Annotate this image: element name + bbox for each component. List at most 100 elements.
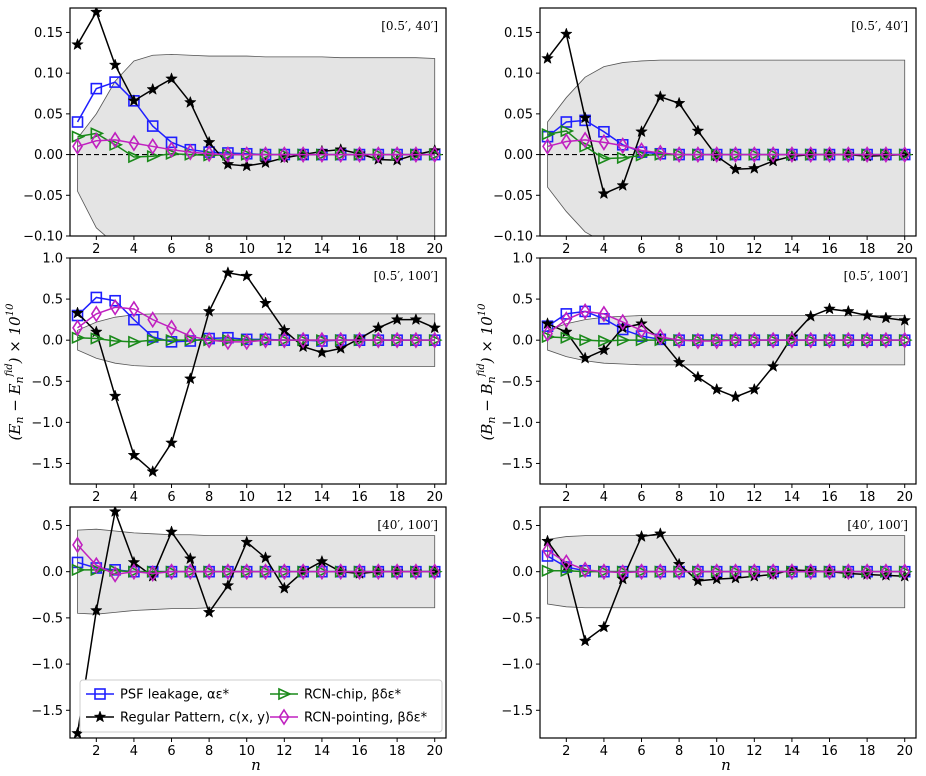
point-psf-n1 [71, 116, 84, 128]
point-rp-n3 [108, 58, 122, 71]
point-rp-n11 [729, 162, 742, 175]
x-tick-label: 20 [426, 490, 443, 505]
y-axis-label-right: (Bn − Bnfid) × 1010 [476, 303, 498, 441]
point-point-n8 [203, 145, 215, 163]
point-rp-n9 [691, 574, 705, 587]
point-rp-n17 [841, 304, 855, 317]
point-rp-n10 [240, 269, 254, 282]
legend-item-rp: Regular Pattern, c(x, y) [86, 710, 270, 726]
series-line-point [77, 139, 435, 156]
y-tick-label: 0.0 [512, 334, 533, 349]
point-point-n3 [579, 302, 591, 320]
point-psf-n5 [146, 120, 159, 132]
point-point-n6 [166, 563, 177, 581]
point-point-n10 [711, 146, 723, 164]
y-tick-label: −1.0 [31, 658, 63, 673]
point-point-n17 [372, 146, 384, 164]
point-chip-n4 [128, 150, 142, 164]
point-point-n11 [730, 563, 741, 581]
point-point-n5 [617, 313, 629, 331]
y-tick-label: −0.5 [501, 375, 533, 390]
point-rp-n19 [879, 311, 893, 324]
point-chip-n10 [710, 333, 725, 347]
point-point-n8 [203, 331, 215, 349]
point-point-n1 [72, 536, 83, 554]
x-tick-label: 6 [167, 744, 175, 759]
point-point-n20 [899, 563, 911, 581]
x-tick-label: 12 [746, 744, 763, 759]
x-tick-label: 16 [351, 490, 368, 505]
point-rp-n20 [428, 321, 442, 334]
x-tick-label: 14 [314, 490, 331, 505]
point-point-n15 [805, 331, 817, 349]
y-tick-label: 0.5 [512, 519, 533, 534]
point-rp-n1 [71, 37, 84, 51]
panel-E-mid: 2 4 6 8 10 12 14 16 18 20 −1.5 −1.0 −0.5 0.0 0.5 1.0 [0.… [31, 252, 447, 505]
point-point-n10 [241, 146, 253, 164]
x-tick-label: 8 [675, 490, 683, 505]
point-chip-n5 [146, 333, 161, 347]
x-tick-label: 10 [238, 744, 255, 759]
y-tick-label: 0.05 [34, 107, 63, 122]
point-point-n5 [147, 565, 159, 583]
y-tick-label: 1.0 [512, 252, 533, 267]
point-rp-n6 [165, 525, 178, 538]
point-rp-n3 [108, 507, 122, 518]
point-point-n4 [128, 300, 140, 318]
point-point-n19 [880, 146, 892, 164]
x-tick-label: 6 [637, 744, 645, 759]
x-tick-label: 16 [821, 242, 838, 257]
point-rp-n8 [672, 355, 686, 368]
point-point-n12 [748, 331, 760, 349]
y-tick-label: 0.10 [34, 67, 63, 82]
point-chip-n4 [598, 152, 612, 165]
point-rp-n4 [127, 94, 141, 107]
point-rp-n20 [898, 313, 912, 326]
point-point-n19 [880, 563, 892, 581]
point-rp-n18 [860, 308, 874, 321]
point-point-n14 [316, 331, 328, 349]
y-axis-label-left: (En − Enfid) × 1010 [4, 303, 26, 441]
x-tick-label: 18 [389, 242, 406, 257]
point-rp-n11 [729, 390, 742, 403]
x-tick-label: 18 [859, 242, 876, 257]
point-rp-n20 [428, 143, 442, 156]
x-tick-label: 20 [896, 744, 913, 759]
point-point-n13 [767, 331, 779, 349]
legend-label-point: RCN-pointing, βδε* [304, 711, 428, 726]
x-axis-label-right: n [721, 756, 731, 774]
point-point-n1 [542, 541, 553, 559]
axes-frame [69, 257, 447, 485]
legend-label-psf: PSF leakage, αε* [120, 688, 230, 703]
x-tick-label: 12 [276, 490, 293, 505]
point-point-n6 [636, 563, 647, 581]
point-point-n15 [805, 146, 817, 164]
point-psf-n6 [165, 136, 178, 149]
point-point-n1 [72, 319, 83, 337]
point-point-n2 [90, 132, 102, 150]
x-tick-label: 10 [708, 490, 725, 505]
point-chip-n1 [71, 563, 86, 577]
point-point-n13 [297, 563, 309, 581]
point-point-n9 [222, 146, 234, 164]
point-point-n15 [335, 331, 347, 349]
range-label: [0.5′, 40′] [381, 19, 438, 33]
point-point-n2 [560, 553, 572, 571]
point-rp-n5 [146, 82, 160, 95]
point-point-n12 [748, 146, 760, 164]
point-point-n15 [805, 563, 817, 581]
point-chip-n5 [616, 151, 631, 165]
point-chip-n3 [579, 140, 594, 153]
x-tick-label: 10 [708, 242, 725, 257]
point-point-n19 [410, 331, 422, 349]
legend-item-psf: PSF leakage, αε* [86, 688, 230, 703]
x-tick-label: 8 [205, 242, 213, 257]
legend-item-point: RCN-pointing, βδε* [270, 708, 428, 726]
point-point-n12 [278, 563, 290, 581]
x-tick-label: 8 [675, 744, 683, 759]
point-point-n4 [598, 305, 610, 323]
point-point-n13 [297, 146, 309, 164]
point-point-n16 [354, 563, 365, 581]
x-tick-label: 18 [859, 490, 876, 505]
x-tick-label: 14 [784, 744, 801, 759]
